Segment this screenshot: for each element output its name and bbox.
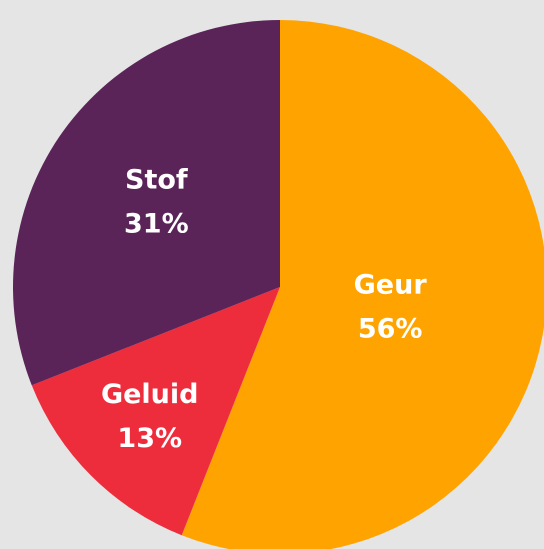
slice-label: Geur <box>354 270 428 301</box>
pie-slice <box>31 287 280 536</box>
slice-value-label: 56% <box>358 314 423 345</box>
slice-label: Geluid <box>101 379 199 410</box>
slice-value-label: 31% <box>124 208 189 239</box>
pie-slice <box>181 20 544 549</box>
slice-value-label: 13% <box>117 423 182 454</box>
slice-label: Stof <box>125 164 188 195</box>
pie-slice <box>12 20 281 386</box>
